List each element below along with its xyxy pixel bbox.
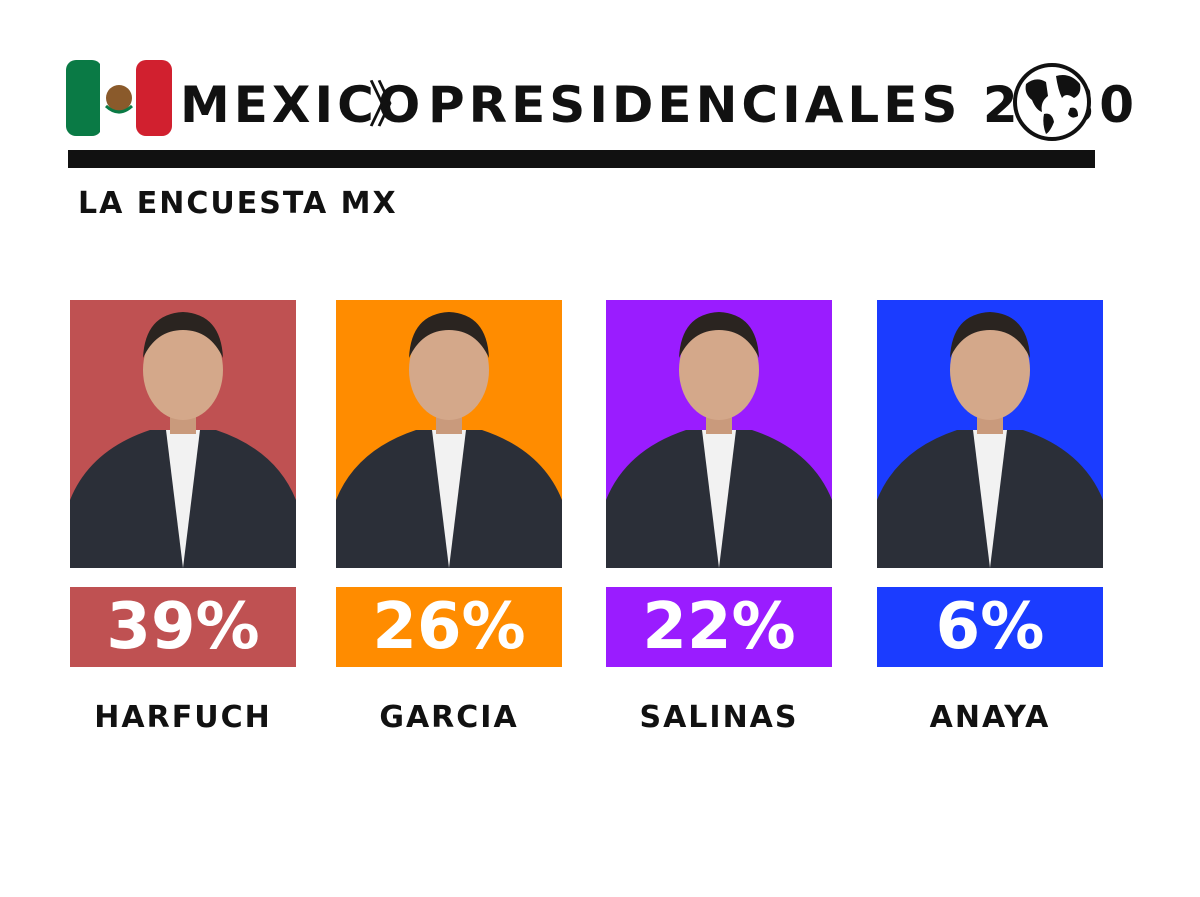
candidate-photo xyxy=(336,300,562,568)
flag xyxy=(66,60,172,136)
result: 39% xyxy=(70,587,296,667)
result: 6% xyxy=(877,587,1103,667)
subtitle: LA ENCUESTA MX xyxy=(78,186,398,221)
result: 26% xyxy=(336,587,562,667)
candidate-photo xyxy=(606,300,832,568)
candidate-name: GARCIA xyxy=(379,700,519,735)
result: 22% xyxy=(606,587,832,667)
separator: 》 xyxy=(368,76,422,134)
divider xyxy=(68,150,1095,168)
candidate-name: HARFUCH xyxy=(94,700,272,735)
country: MEXICO xyxy=(180,76,425,134)
candidate-photo xyxy=(70,300,296,568)
globe-icon xyxy=(1013,63,1091,141)
candidate-name: SALINAS xyxy=(639,700,799,735)
candidate-name: ANAYA xyxy=(929,700,1051,735)
candidate-photo xyxy=(877,300,1103,568)
